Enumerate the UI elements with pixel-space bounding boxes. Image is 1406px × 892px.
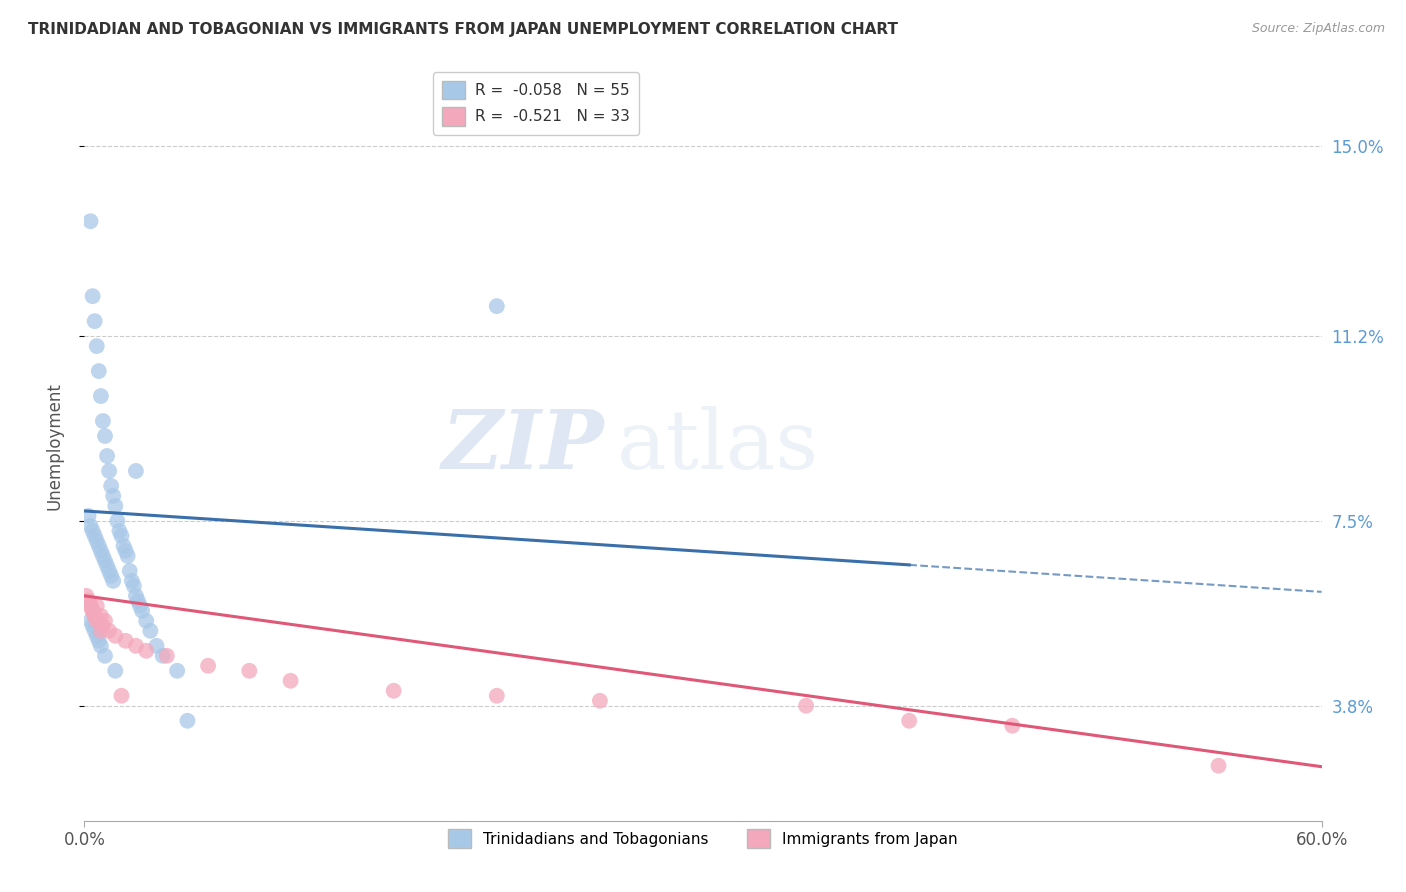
Point bbox=[485, 299, 508, 313]
Point bbox=[91, 619, 114, 633]
Point bbox=[87, 633, 110, 648]
Point bbox=[110, 689, 132, 703]
Point bbox=[83, 314, 105, 328]
Point bbox=[86, 533, 108, 548]
Point bbox=[98, 464, 121, 478]
Point bbox=[82, 619, 104, 633]
Point bbox=[104, 499, 127, 513]
Point bbox=[589, 694, 612, 708]
Point bbox=[129, 599, 152, 613]
Point bbox=[135, 614, 157, 628]
Point bbox=[104, 664, 127, 678]
Point bbox=[86, 339, 108, 353]
Point bbox=[135, 644, 157, 658]
Point bbox=[122, 579, 145, 593]
Point bbox=[176, 714, 198, 728]
Point bbox=[91, 549, 114, 563]
Point bbox=[82, 524, 104, 538]
Point bbox=[112, 539, 135, 553]
Point bbox=[1208, 758, 1230, 772]
Point bbox=[94, 429, 117, 443]
Point bbox=[79, 599, 101, 613]
Point bbox=[108, 524, 131, 538]
Point bbox=[90, 608, 112, 623]
Point bbox=[86, 629, 108, 643]
Point bbox=[96, 449, 118, 463]
Point bbox=[1001, 719, 1024, 733]
Point bbox=[125, 639, 148, 653]
Point bbox=[131, 604, 153, 618]
Point bbox=[94, 554, 117, 568]
Point bbox=[82, 604, 104, 618]
Point bbox=[100, 479, 122, 493]
Point bbox=[98, 624, 121, 638]
Point bbox=[94, 648, 117, 663]
Point bbox=[898, 714, 921, 728]
Point bbox=[77, 594, 100, 608]
Point bbox=[77, 594, 100, 608]
Point bbox=[90, 544, 112, 558]
Point bbox=[117, 549, 139, 563]
Point bbox=[79, 614, 101, 628]
Point bbox=[125, 589, 148, 603]
Point bbox=[145, 639, 167, 653]
Point bbox=[83, 624, 105, 638]
Point bbox=[110, 529, 132, 543]
Text: atlas: atlas bbox=[616, 406, 818, 486]
Text: TRINIDADIAN AND TOBAGONIAN VS IMMIGRANTS FROM JAPAN UNEMPLOYMENT CORRELATION CHA: TRINIDADIAN AND TOBAGONIAN VS IMMIGRANTS… bbox=[28, 22, 898, 37]
Point bbox=[75, 589, 97, 603]
Text: ZIP: ZIP bbox=[441, 406, 605, 486]
Point bbox=[94, 614, 117, 628]
Point bbox=[98, 564, 121, 578]
Point bbox=[105, 514, 128, 528]
Point bbox=[77, 508, 100, 523]
Text: Source: ZipAtlas.com: Source: ZipAtlas.com bbox=[1251, 22, 1385, 36]
Point bbox=[90, 624, 112, 638]
Point bbox=[382, 683, 405, 698]
Point bbox=[79, 599, 101, 613]
Point bbox=[87, 539, 110, 553]
Point bbox=[82, 604, 104, 618]
Point bbox=[121, 574, 143, 588]
Point bbox=[90, 389, 112, 403]
Point bbox=[83, 608, 105, 623]
Point bbox=[280, 673, 302, 688]
Point bbox=[103, 489, 125, 503]
Point bbox=[103, 574, 125, 588]
Point bbox=[156, 648, 179, 663]
Point bbox=[100, 569, 122, 583]
Point bbox=[79, 519, 101, 533]
Point bbox=[139, 624, 162, 638]
Point bbox=[90, 639, 112, 653]
Point bbox=[794, 698, 817, 713]
Point bbox=[87, 614, 110, 628]
Point bbox=[96, 558, 118, 573]
Point bbox=[83, 529, 105, 543]
Point bbox=[104, 629, 127, 643]
Point bbox=[83, 608, 105, 623]
Point bbox=[197, 658, 219, 673]
Y-axis label: Unemployment: Unemployment bbox=[45, 382, 63, 510]
Point bbox=[114, 633, 136, 648]
Point bbox=[86, 614, 108, 628]
Point bbox=[79, 214, 101, 228]
Point bbox=[125, 464, 148, 478]
Point bbox=[87, 364, 110, 378]
Legend: Trinidadians and Tobagonians, Immigrants from Japan: Trinidadians and Tobagonians, Immigrants… bbox=[441, 823, 965, 855]
Point bbox=[118, 564, 141, 578]
Point bbox=[114, 544, 136, 558]
Point bbox=[82, 289, 104, 303]
Point bbox=[238, 664, 260, 678]
Point bbox=[485, 689, 508, 703]
Point bbox=[166, 664, 188, 678]
Point bbox=[91, 414, 114, 428]
Point bbox=[127, 594, 149, 608]
Point bbox=[86, 599, 108, 613]
Point bbox=[152, 648, 174, 663]
